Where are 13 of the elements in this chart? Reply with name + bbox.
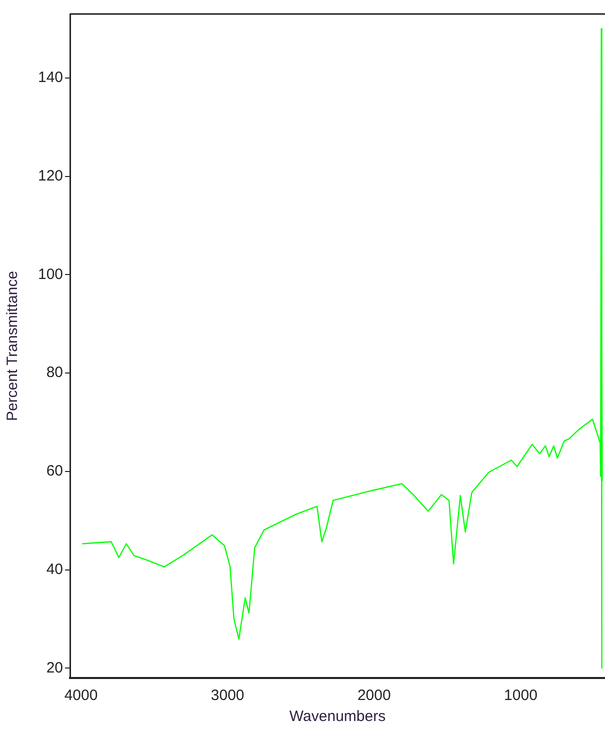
y-tick-label: 140 <box>38 69 64 86</box>
y-tick-label: 80 <box>46 364 64 382</box>
x-tick-label: 2000 <box>357 687 391 704</box>
y-tick-label: 60 <box>46 462 64 480</box>
x-tick-label: 3000 <box>210 687 244 704</box>
y-tick-label: 40 <box>46 560 64 578</box>
x-tick-label: 4000 <box>64 687 98 704</box>
y-tick-label: 120 <box>38 167 64 184</box>
y-axis-title: Percent Transmittance <box>4 270 22 422</box>
x-tick-label: 1000 <box>504 687 538 704</box>
y-tick-label: 20 <box>46 659 64 676</box>
x-axis-title: Wavenumbers <box>289 708 386 726</box>
y-tick-label: 100 <box>38 266 64 283</box>
